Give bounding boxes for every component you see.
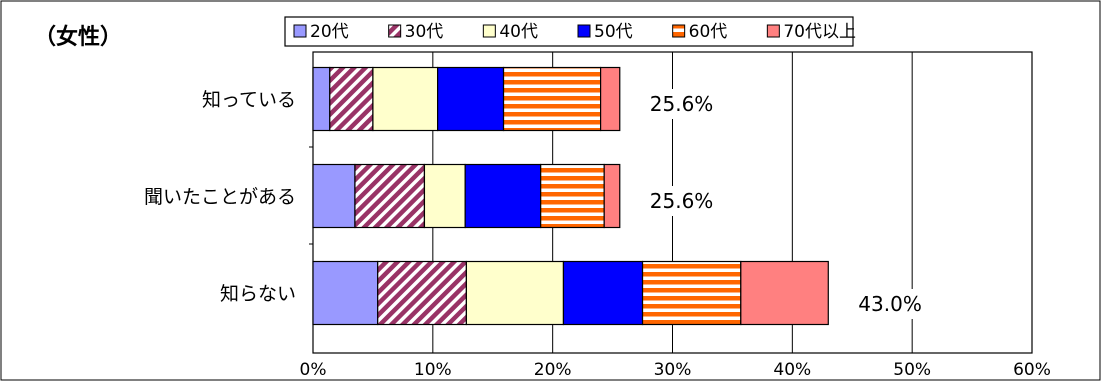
total-label-bg bbox=[854, 289, 939, 319]
legend-swatch bbox=[482, 24, 496, 38]
bar-segment bbox=[312, 260, 379, 326]
bar-segment bbox=[603, 163, 621, 229]
x-tick-label: 40% bbox=[773, 360, 811, 380]
total-label-bg bbox=[645, 89, 730, 119]
x-tick-label: 50% bbox=[893, 360, 931, 380]
bar-segment bbox=[312, 163, 356, 229]
bar-segment bbox=[423, 163, 466, 229]
total-label: 25.6% bbox=[650, 92, 714, 116]
legend-swatch bbox=[293, 24, 307, 38]
x-tick-label: 10% bbox=[414, 360, 452, 380]
bar-segment bbox=[329, 66, 374, 132]
bar-segment bbox=[740, 260, 829, 326]
legend-label: 20代 bbox=[310, 22, 349, 42]
legend-label: 70代以上 bbox=[783, 22, 856, 42]
bar-segment bbox=[641, 260, 742, 326]
category-label: 知らない bbox=[220, 283, 296, 305]
legend-label: 60代 bbox=[689, 22, 728, 42]
legend-label: 40代 bbox=[499, 22, 538, 42]
bar-segment bbox=[562, 260, 644, 326]
bar-segment bbox=[465, 260, 565, 326]
bar-segment bbox=[354, 163, 426, 229]
x-tick-label: 30% bbox=[654, 360, 692, 380]
category-label: 聞いたことがある bbox=[144, 186, 296, 208]
total-label: 25.6% bbox=[650, 189, 714, 213]
category-label: 知っている bbox=[202, 89, 296, 111]
legend-swatch bbox=[672, 24, 686, 38]
legend-box bbox=[284, 16, 854, 47]
bar-segment bbox=[464, 163, 542, 229]
legend-label: 30代 bbox=[405, 22, 444, 42]
bar-segment bbox=[312, 66, 331, 132]
bar-segment bbox=[372, 66, 439, 132]
bar-segment bbox=[502, 66, 602, 132]
legend-swatch bbox=[766, 24, 780, 38]
chart-title: （女性） bbox=[34, 24, 122, 50]
bar-segment bbox=[599, 66, 621, 132]
legend-swatch bbox=[388, 24, 402, 38]
bar-segment bbox=[377, 260, 467, 326]
bar-segment bbox=[540, 163, 605, 229]
x-tick-label: 0% bbox=[300, 360, 327, 380]
bar-segment bbox=[437, 66, 505, 132]
legend-swatch bbox=[577, 24, 591, 38]
legend-label: 50代 bbox=[594, 22, 633, 42]
total-label-bg bbox=[645, 186, 730, 216]
total-label: 43.0% bbox=[858, 292, 922, 316]
x-tick-label: 60% bbox=[1013, 360, 1051, 380]
x-tick-label: 20% bbox=[534, 360, 572, 380]
